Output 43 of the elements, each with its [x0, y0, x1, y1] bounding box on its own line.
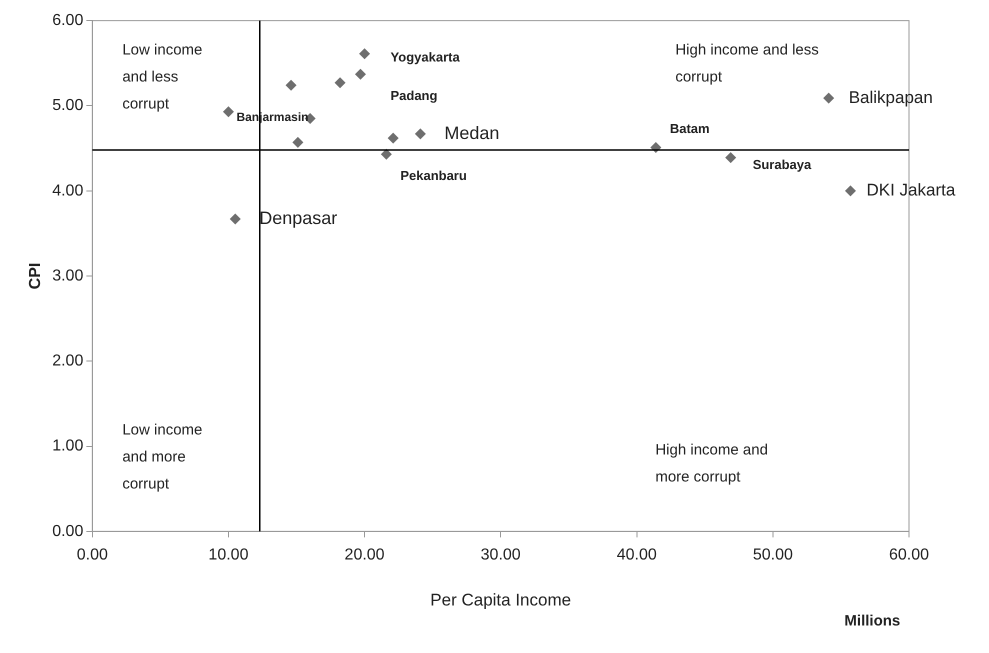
- x-tick-label: 40.00: [616, 546, 657, 564]
- annotation: Balikpapan: [848, 88, 933, 107]
- annotation: DKI Jakarta: [866, 180, 956, 200]
- point: [359, 48, 370, 60]
- x-tick-label: 30.00: [480, 546, 521, 564]
- point: [354, 68, 366, 80]
- annotation: Medan: [444, 122, 500, 143]
- y-tick-label: 4.00: [52, 182, 84, 200]
- annotation: Yogyakarta: [390, 49, 460, 64]
- x-axis-title: Per Capita Income: [430, 590, 572, 610]
- annotation: High income and more corrupt: [655, 442, 768, 486]
- x-tick-label: 50.00: [752, 546, 794, 564]
- x-tick-label: 60.00: [888, 546, 930, 564]
- annotation: Low income and less corrupt: [122, 42, 202, 113]
- y-axis-title: CPI: [27, 262, 44, 290]
- point: [380, 148, 392, 160]
- x-tick-label: 10.00: [208, 546, 249, 564]
- annotation: Padang: [390, 88, 438, 103]
- annotation: High income and less corrupt: [675, 42, 819, 86]
- annotation: Denpasar: [259, 208, 338, 228]
- point: [334, 77, 346, 88]
- point: [844, 185, 856, 196]
- y-tick-label: 2.00: [52, 352, 84, 370]
- text: Millions: [844, 612, 900, 630]
- annotation: Pekanbaru: [400, 168, 467, 183]
- point: [414, 128, 426, 140]
- point: [823, 92, 834, 104]
- y-tick-label: 1.00: [52, 438, 84, 455]
- y-tick-label: 6.00: [52, 12, 84, 30]
- point: [388, 132, 399, 144]
- y-tick-label: 3.00: [52, 267, 84, 284]
- annotation: Surabaya: [752, 157, 812, 172]
- y-tick-label: 5.00: [52, 97, 84, 114]
- point: [725, 152, 736, 164]
- point: [230, 213, 241, 224]
- x-tick-label: 0.00: [76, 546, 108, 564]
- point: [222, 106, 234, 118]
- x-tick-label: 20.00: [344, 546, 385, 564]
- point: [292, 136, 304, 148]
- annotation: Batam: [670, 121, 710, 136]
- y-tick-label: 0.00: [52, 522, 84, 540]
- annotation: Low income and more corrupt: [122, 422, 202, 493]
- point: [286, 80, 297, 91]
